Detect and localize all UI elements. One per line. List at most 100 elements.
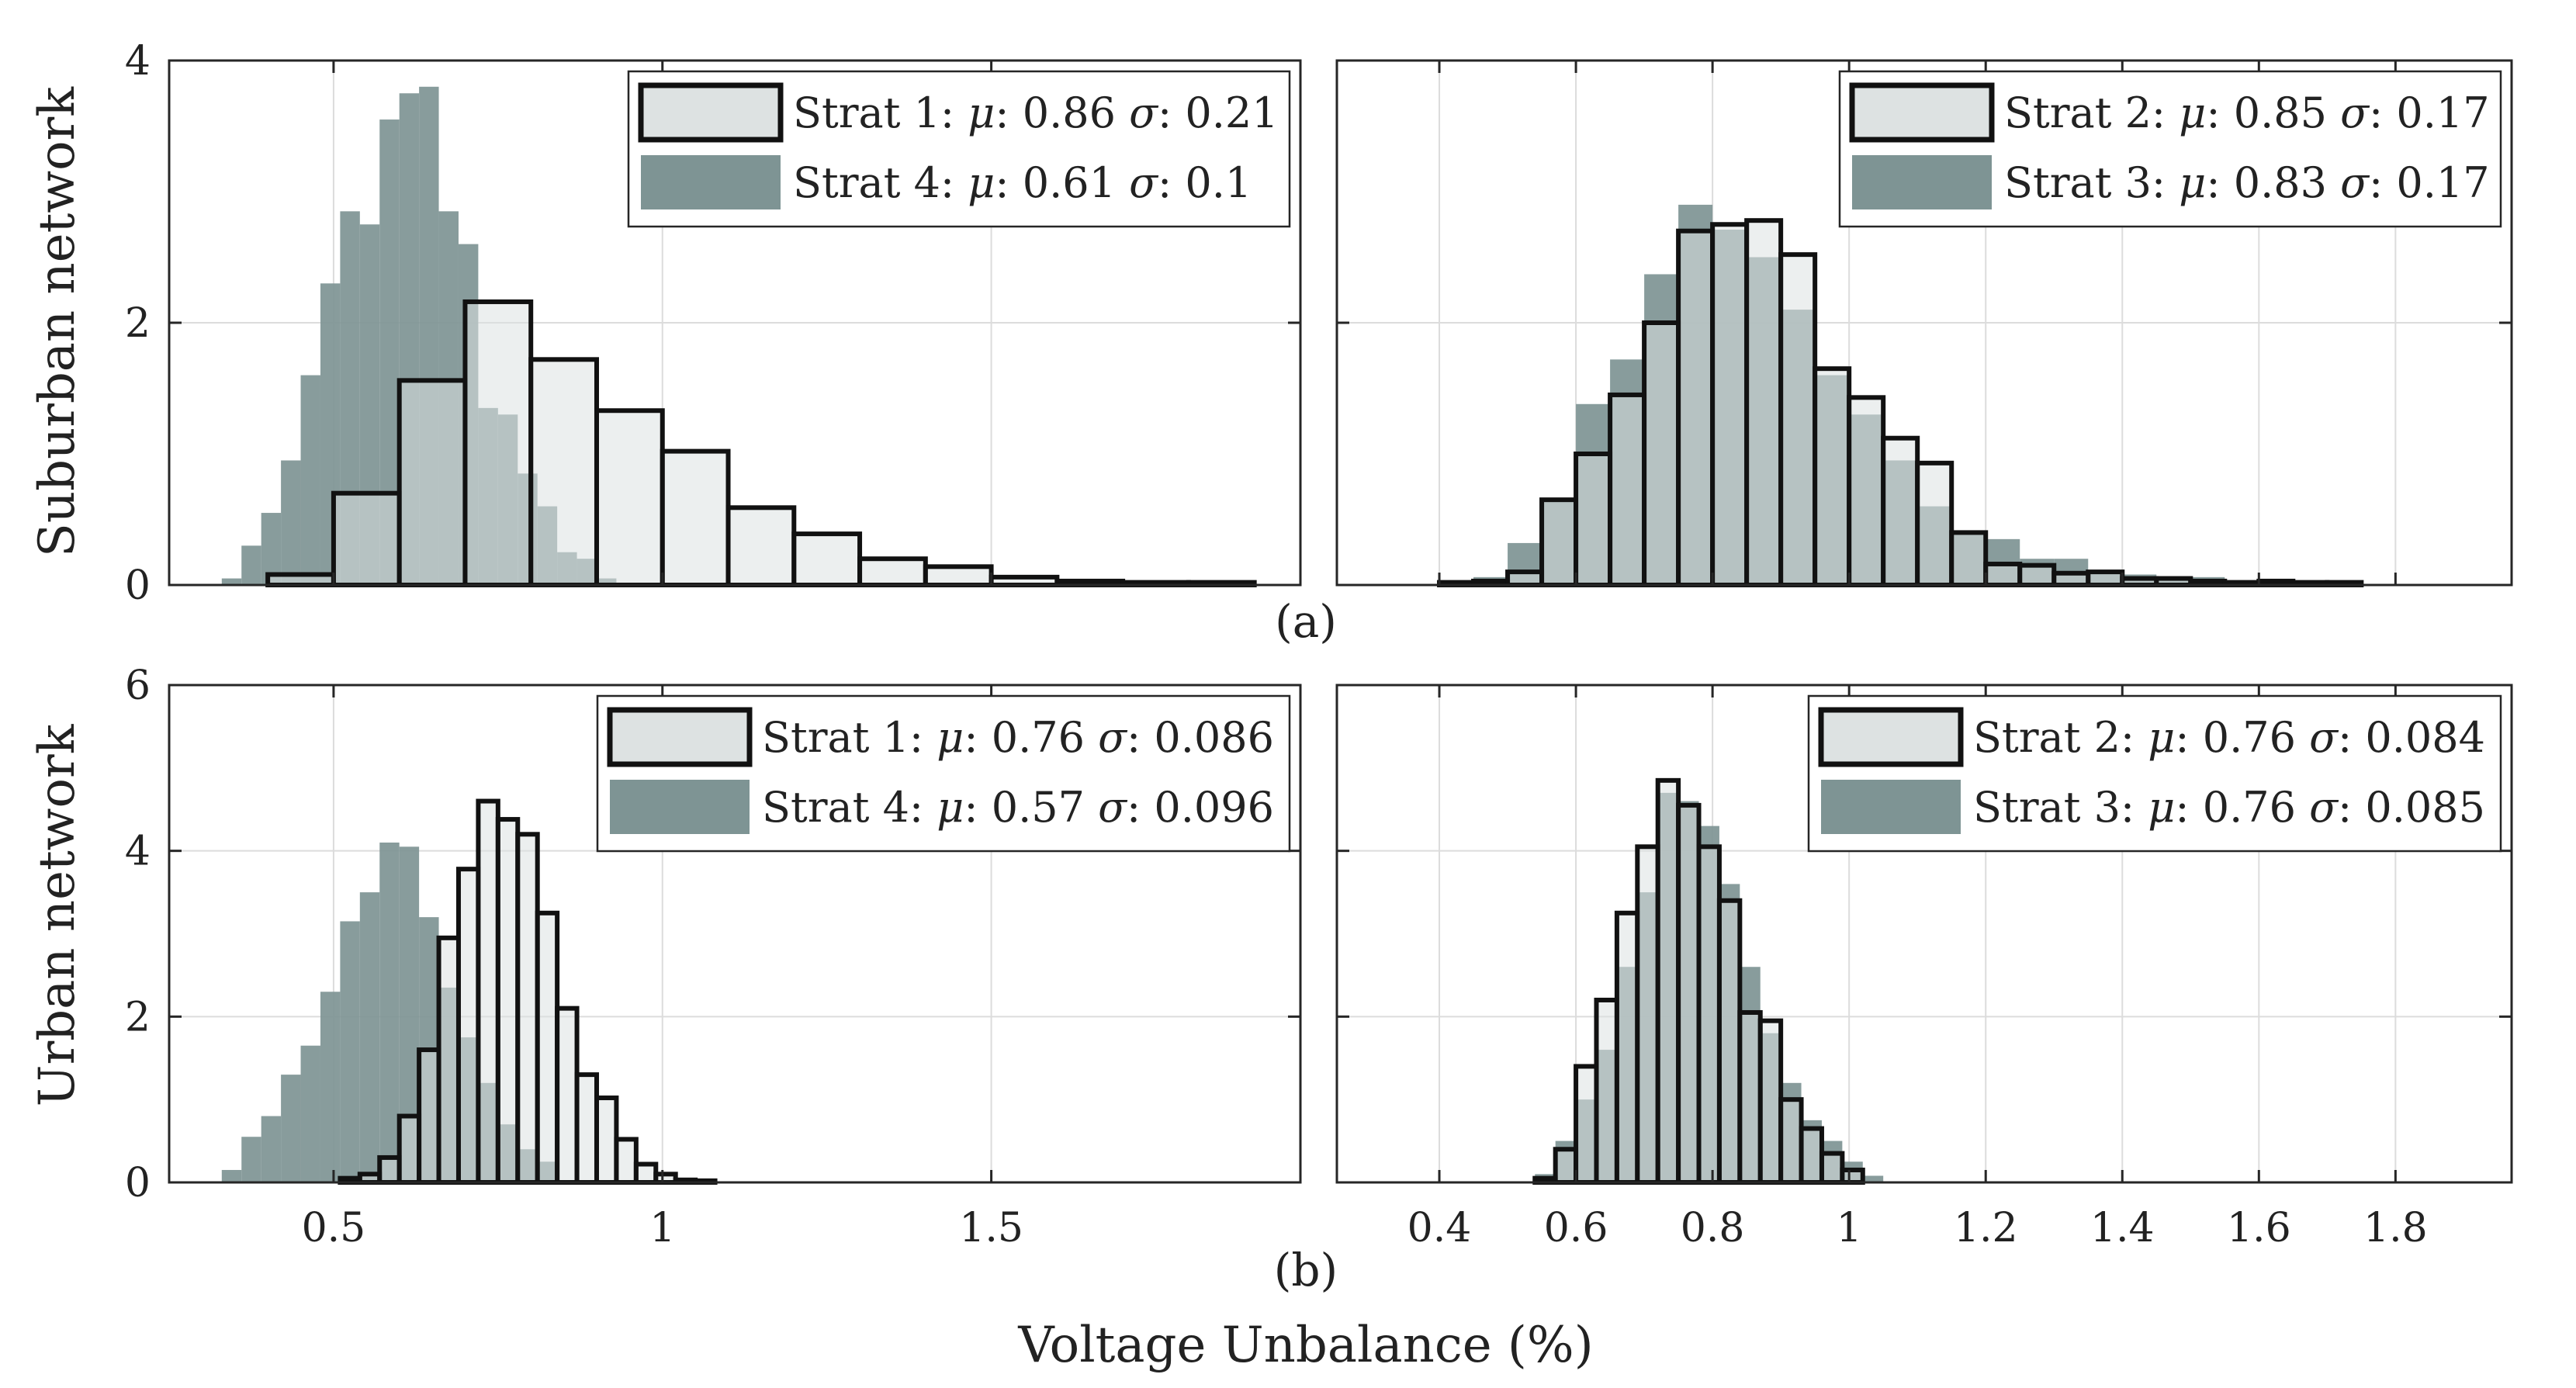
bar-strat-1 <box>357 1172 383 1185</box>
y-tick-label: 4 <box>125 38 151 85</box>
y-tick-label: 0 <box>125 1160 151 1206</box>
x-tick-label: 1 <box>649 1205 675 1251</box>
axes-frame <box>1335 684 2513 1184</box>
subplot-label-a: (a) <box>1275 595 1337 648</box>
y-tick-label: 2 <box>125 300 151 347</box>
legend: Strat 1: μ: 0.76 σ: 0.086 Strat 4: μ: 0.5… <box>596 694 1291 853</box>
legend-swatch-strat-1 <box>607 707 753 767</box>
bar-strat-4 <box>221 1169 242 1182</box>
bar-strat-2 <box>1614 910 1640 1185</box>
bar-strat-4 <box>241 1137 261 1182</box>
bar-strat-4 <box>320 992 341 1182</box>
x-tick-label: 1.6 <box>2227 1205 2291 1251</box>
legend-swatch-strat-4 <box>610 780 750 834</box>
x-tick-label: 1.5 <box>959 1205 1023 1251</box>
bar-strat-2 <box>1778 252 1818 587</box>
bar-strat-2 <box>1676 802 1702 1185</box>
bar-strat-1 <box>331 490 402 588</box>
bar-strat-2 <box>1553 1147 1579 1186</box>
bar-strat-1 <box>633 1161 659 1186</box>
y-tick-label: 4 <box>125 829 151 875</box>
bar-strat-1 <box>528 357 599 587</box>
bar-strat-4 <box>241 545 261 585</box>
bar-strat-4 <box>359 892 380 1182</box>
bar-strat-2 <box>1819 1151 1845 1185</box>
bar-strat-2 <box>2017 562 2057 588</box>
legend-swatch-strat-3 <box>1852 155 1992 209</box>
bar-strat-1 <box>857 556 928 588</box>
x-tick-label: 0.4 <box>1407 1205 1472 1251</box>
bar-strat-2 <box>1744 218 1784 587</box>
bar-strat-1 <box>535 910 560 1185</box>
bar-strat-2 <box>1635 844 1660 1185</box>
y-tick-label: 0 <box>125 562 151 609</box>
histogram-bars <box>221 798 718 1186</box>
legend: Strat 1: μ: 0.86 σ: 0.21 Strat 4: μ: 0.61… <box>627 70 1291 228</box>
bar-strat-2 <box>1539 497 1579 588</box>
bar-strat-1 <box>653 1172 678 1185</box>
axes-frame <box>168 684 1302 1184</box>
x-tick-label: 1 <box>1837 1205 1862 1251</box>
bar-strat-4 <box>221 578 242 585</box>
bar-strat-1 <box>660 448 731 587</box>
x-tick-label: 1.2 <box>1954 1205 2018 1251</box>
bar-strat-2 <box>2051 570 2091 587</box>
bar-strat-4 <box>340 921 360 1182</box>
bar-strat-1 <box>462 299 534 587</box>
legend-entry-strat-1: Strat 1: μ: 0.76 σ: 0.086 <box>762 713 1274 762</box>
bar-strat-2 <box>1778 1097 1804 1185</box>
bar-strat-4 <box>281 460 301 585</box>
panel-suburban-strat2-strat3: Strat 2: μ: 0.85 σ: 0.17 Strat 3: μ: 0.83… <box>1335 59 2513 588</box>
legend-entry-strat-3: Strat 3: μ: 0.83 σ: 0.17 <box>2004 158 2490 207</box>
x-tick-label: 0.8 <box>1681 1205 1745 1251</box>
bar-strat-2 <box>1881 435 1920 587</box>
bar-strat-1 <box>495 817 521 1185</box>
legend-entry-strat-3: Strat 3: μ: 0.76 σ: 0.085 <box>1973 783 2485 832</box>
legend-swatch-strat-2 <box>1849 82 1995 143</box>
bar-strat-2 <box>1710 222 1750 587</box>
bar-strat-2 <box>1505 569 1545 587</box>
bar-strat-1 <box>791 531 863 588</box>
bar-strat-1 <box>476 798 500 1185</box>
bar-strat-1 <box>396 378 468 587</box>
bar-strat-2 <box>1574 452 1613 587</box>
bar-strat-2 <box>1915 460 1955 588</box>
x-axis-label: Voltage Unbalance (%) <box>1017 1317 1593 1374</box>
bar-strat-2 <box>1983 561 2023 588</box>
bar-strat-2 <box>1799 1126 1824 1186</box>
bar-strat-2 <box>1757 1018 1784 1186</box>
bar-strat-2 <box>1813 366 1852 587</box>
panel-urban-strat2-strat3: 0.4 0.6 0.8 1 1.2 1.4 1.6 1.8 Strat 2: μ: 0.76 σ… <box>1335 684 2513 1251</box>
subplot-label-b: (b) <box>1274 1244 1338 1296</box>
bar-strat-1 <box>594 408 665 587</box>
legend-entry-strat-1: Strat 1: μ: 0.86 σ: 0.21 <box>793 88 1279 137</box>
bar-strat-2 <box>1676 228 1716 587</box>
legend-swatch-strat-4 <box>641 155 781 209</box>
legend-swatch-strat-3 <box>1821 780 1961 834</box>
panel-suburban-strat1-strat4: 0 2 4 Strat 1: μ: 0.86 σ: 0.21 Strat 4: μ: 0… <box>125 38 1302 609</box>
bar-strat-1 <box>436 935 461 1185</box>
bar-strat-1 <box>614 1137 639 1185</box>
bar-strat-1 <box>396 1113 422 1185</box>
bar-strat-1 <box>417 1047 441 1185</box>
bar-strat-1 <box>923 564 994 588</box>
row-label-urban: Urban network <box>29 723 86 1106</box>
x-tick-label: 0.5 <box>302 1205 366 1251</box>
bar-strat-4 <box>281 1075 301 1182</box>
bar-strat-1 <box>555 1006 580 1186</box>
bar-strat-2 <box>1716 898 1743 1186</box>
legend-entry-strat-2: Strat 2: μ: 0.76 σ: 0.084 <box>1973 713 2485 762</box>
bar-strat-1 <box>377 1154 402 1185</box>
bar-strat-2 <box>1608 392 1647 588</box>
bar-strat-4 <box>300 1045 320 1182</box>
bar-strat-1 <box>594 1096 619 1186</box>
legend: Strat 2: μ: 0.76 σ: 0.084 Strat 3: μ: 0.7… <box>1807 694 2502 853</box>
bar-strat-2 <box>2086 569 2125 587</box>
bar-strat-2 <box>1949 530 1989 588</box>
y-tick-label: 6 <box>125 663 151 709</box>
bar-strat-1 <box>455 867 481 1186</box>
bar-strat-2 <box>1574 1064 1599 1186</box>
bar-strat-4 <box>300 375 320 585</box>
